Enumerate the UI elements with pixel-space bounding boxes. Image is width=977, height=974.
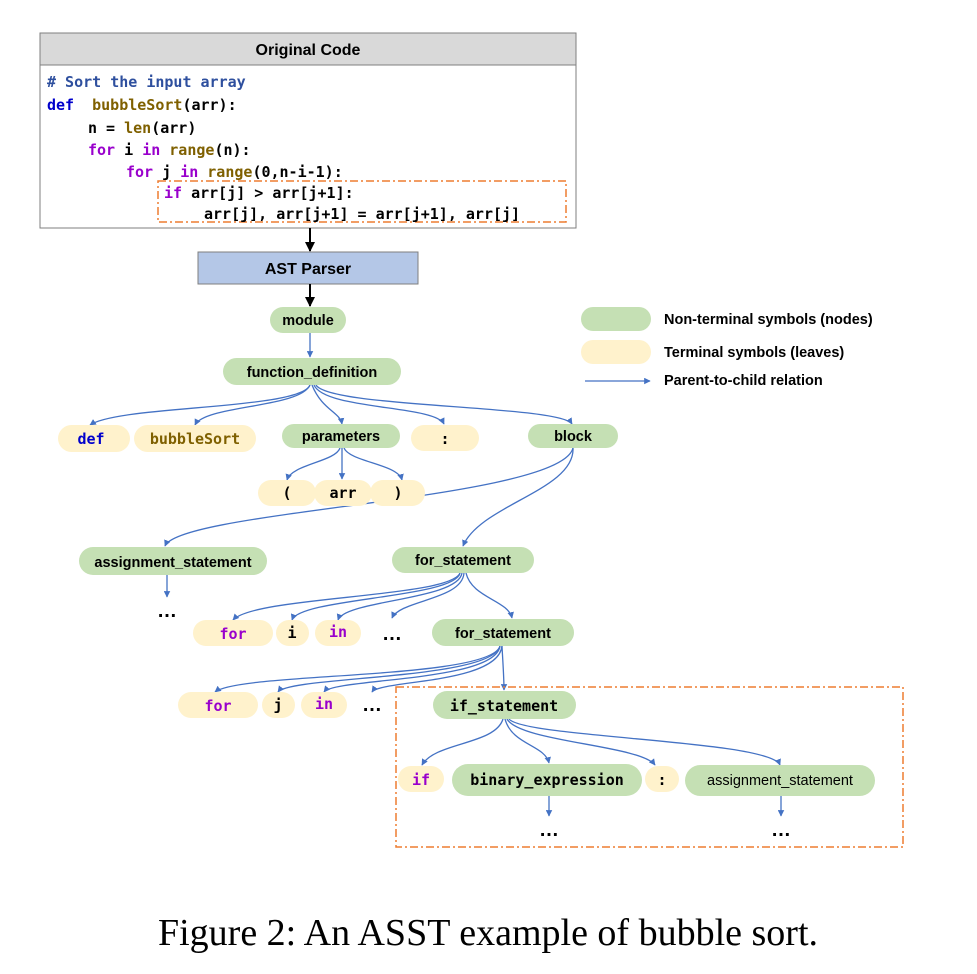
code-line-3-b: (arr) bbox=[151, 119, 196, 137]
ellipsis-for-2: … bbox=[362, 694, 382, 716]
node-assignment-statement-2-label: assignment_statement bbox=[707, 773, 853, 789]
leaf-arr-label: arr bbox=[329, 484, 356, 502]
leaf-j-label: j bbox=[273, 696, 282, 714]
leaf-colon-2 bbox=[645, 766, 679, 792]
code-line-1: # Sort the input array bbox=[47, 73, 246, 91]
legend-nonterminal-label: Non-terminal symbols (nodes) bbox=[664, 312, 873, 328]
leaf-i bbox=[276, 620, 309, 646]
node-function-definition bbox=[223, 358, 401, 385]
code-for-keyword-2: for bbox=[126, 163, 153, 181]
node-parameters-label: parameters bbox=[302, 429, 380, 445]
code-line-3-a: n = bbox=[88, 119, 124, 137]
legend-terminal-label: Terminal symbols (leaves) bbox=[664, 345, 844, 361]
code-line-3: n = len(arr) bbox=[88, 119, 196, 137]
leaf-for-1-label: for bbox=[219, 625, 246, 643]
node-module-label: module bbox=[282, 313, 334, 329]
code-def-keyword: def bbox=[47, 96, 74, 114]
node-binary-expression-label: binary_expression bbox=[470, 771, 624, 789]
code-line-4-a: i bbox=[115, 141, 142, 159]
code-line-6-rest: arr[j] > arr[j+1]: bbox=[182, 184, 354, 202]
if-subtree-highlight bbox=[395, 686, 904, 848]
leaf-def bbox=[58, 425, 130, 452]
code-panel-title: Original Code bbox=[256, 42, 361, 59]
node-block bbox=[528, 424, 618, 448]
code-highlight-box bbox=[157, 180, 567, 223]
node-function-definition-label: function_definition bbox=[247, 365, 377, 381]
leaf-in-1 bbox=[315, 620, 361, 646]
leaf-in-1-label: in bbox=[329, 623, 347, 641]
node-assignment-statement-2 bbox=[685, 765, 875, 796]
legend-terminal-swatch bbox=[581, 340, 651, 364]
leaf-lparen-label: ( bbox=[282, 484, 291, 502]
code-line-4: for i in range(n): bbox=[88, 141, 251, 159]
ast-parser-box bbox=[197, 251, 419, 285]
leaf-if-label: if bbox=[412, 771, 430, 789]
leaf-rparen bbox=[370, 480, 425, 506]
code-in-keyword-1: in bbox=[142, 141, 160, 159]
ast-parser-label: AST Parser bbox=[265, 261, 351, 278]
ellipsis-for-1: … bbox=[382, 623, 402, 645]
leaf-j bbox=[262, 692, 295, 718]
code-panel: Original Code # Sort the input array def… bbox=[39, 32, 577, 229]
legend-nonterminal-swatch bbox=[581, 307, 651, 331]
leaf-in-2 bbox=[301, 692, 347, 718]
code-line-6: if arr[j] > arr[j+1]: bbox=[164, 184, 354, 202]
node-binary-expression bbox=[452, 764, 642, 796]
node-for-statement-inner-label: for_statement bbox=[455, 626, 551, 642]
leaf-lparen bbox=[258, 480, 316, 506]
code-line-2: def bubbleSort(arr): bbox=[47, 96, 237, 114]
node-module bbox=[270, 307, 346, 333]
leaf-for-2-label: for bbox=[204, 697, 231, 715]
code-panel-header bbox=[39, 32, 577, 66]
ellipsis-binary: … bbox=[539, 819, 559, 841]
node-for-statement-outer bbox=[392, 547, 534, 573]
code-range-2: range bbox=[198, 163, 252, 181]
node-parameters bbox=[282, 424, 400, 448]
node-if-statement-label: if_statement bbox=[450, 697, 558, 715]
node-for-statement-outer-label: for_statement bbox=[415, 553, 511, 569]
node-assignment-statement-label: assignment_statement bbox=[94, 555, 251, 571]
code-panel-body bbox=[39, 64, 577, 229]
leaf-bubblesort-label: bubbleSort bbox=[150, 430, 240, 448]
leaf-for-1 bbox=[193, 620, 273, 646]
leaf-colon-1-label: : bbox=[440, 430, 449, 448]
leaf-def-label: def bbox=[77, 430, 104, 448]
ellipsis-assignment-2: … bbox=[771, 819, 791, 841]
code-line-7: arr[j], arr[j+1] = arr[j+1], arr[j] bbox=[204, 205, 520, 223]
leaf-rparen-label: ) bbox=[393, 484, 402, 502]
node-if-statement bbox=[433, 691, 576, 719]
leaf-colon-1 bbox=[411, 425, 479, 451]
node-block-label: block bbox=[554, 429, 593, 445]
code-line-4-b: (n): bbox=[214, 141, 250, 159]
node-for-statement-inner bbox=[432, 619, 574, 646]
legend: Non-terminal symbols (nodes) Terminal sy… bbox=[581, 307, 873, 389]
legend-edge-label: Parent-to-child relation bbox=[664, 373, 823, 389]
code-range-1: range bbox=[160, 141, 214, 159]
leaf-colon-2-label: : bbox=[657, 771, 666, 789]
leaf-i-label: i bbox=[287, 624, 296, 642]
code-for-keyword-1: for bbox=[88, 141, 115, 159]
leaf-bubblesort bbox=[134, 425, 256, 452]
code-function-name: bubbleSort bbox=[92, 96, 182, 114]
code-line-2-rest: (arr): bbox=[182, 96, 236, 114]
leaf-for-2 bbox=[178, 692, 258, 718]
leaf-in-2-label: in bbox=[315, 695, 333, 713]
code-line-5-b: (0,n-i-1): bbox=[252, 163, 342, 181]
code-line-5: for j in range(0,n-i-1): bbox=[126, 163, 343, 181]
code-if-keyword: if bbox=[164, 184, 182, 202]
ellipsis-assignment: … bbox=[157, 600, 177, 622]
code-line-5-a: j bbox=[153, 163, 180, 181]
leaf-if bbox=[398, 766, 444, 792]
code-len: len bbox=[124, 119, 151, 137]
figure-caption: Figure 2: An ASST example of bubble sort… bbox=[158, 912, 818, 954]
code-in-keyword-2: in bbox=[180, 163, 198, 181]
node-assignment-statement bbox=[79, 547, 267, 575]
leaf-arr bbox=[314, 480, 372, 506]
